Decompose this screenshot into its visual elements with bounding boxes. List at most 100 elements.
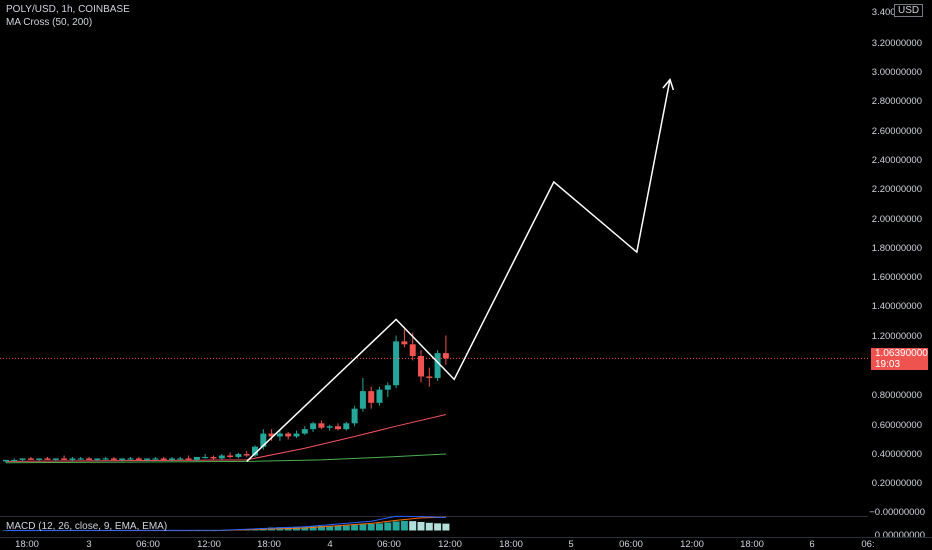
macd-pane xyxy=(0,515,868,532)
symbol-legend[interactable]: POLY/USD, 1h, COINBASE xyxy=(6,4,130,15)
time-tick-label: 12:00 xyxy=(197,539,221,550)
candle-body xyxy=(210,456,217,459)
arrow-head xyxy=(662,77,675,91)
price-tick-label: 0.60000000 xyxy=(872,420,922,431)
macd-histogram-bar xyxy=(326,525,334,531)
macd-histogram-bar xyxy=(309,526,317,531)
price-tick-label: 3.00000000 xyxy=(872,67,922,78)
candle-body xyxy=(227,455,234,457)
candle-body xyxy=(418,356,424,377)
candle-body xyxy=(102,458,109,460)
time-tick-label: 18:00 xyxy=(740,539,764,550)
candle-body xyxy=(426,376,433,378)
macd-histogram-bar xyxy=(425,522,433,531)
candle-body xyxy=(235,454,242,457)
candle-body xyxy=(94,458,101,460)
macd-tick-label: −0.00000000 xyxy=(869,507,925,518)
macd-histogram-bar xyxy=(351,525,359,531)
macd-histogram-bar xyxy=(442,523,450,531)
price-tick-label: 1.20000000 xyxy=(872,331,922,342)
time-tick-label: 18:00 xyxy=(257,539,281,550)
macd-histogram-bar xyxy=(367,523,375,531)
candle-body xyxy=(318,423,325,428)
time-tick-label: 6 xyxy=(809,539,814,550)
candle-body xyxy=(36,458,43,460)
price-tick-label: 3.20000000 xyxy=(872,38,922,49)
time-tick-label: 06: xyxy=(861,539,874,550)
macd-histogram-bar xyxy=(342,525,350,531)
candle-body xyxy=(268,433,275,437)
macd-histogram-bar xyxy=(392,521,400,531)
candle-body xyxy=(69,458,76,460)
candle-body xyxy=(368,391,375,403)
price-tick-label: 2.00000000 xyxy=(872,214,922,225)
candle-body xyxy=(160,458,167,460)
price-tick-label: 0.80000000 xyxy=(872,390,922,401)
price-tick-label: 0.40000000 xyxy=(872,449,922,460)
price-tick-label: 2.60000000 xyxy=(872,126,922,137)
candle-body xyxy=(177,458,184,460)
candle-body xyxy=(409,344,416,357)
candle-body xyxy=(11,459,18,462)
price-tick-label: 2.80000000 xyxy=(872,96,922,107)
candle-body xyxy=(152,458,159,460)
time-tick-label: 5 xyxy=(568,539,573,550)
time-tick-label: 18:00 xyxy=(499,539,523,550)
macd-histogram-bar xyxy=(301,526,309,531)
candle-body xyxy=(169,458,175,460)
macd-line xyxy=(5,515,446,531)
candle-body xyxy=(119,458,126,460)
time-tick-label: 3 xyxy=(86,539,91,550)
projection-path xyxy=(246,79,671,462)
time-axis: 18:00 3 06:00 12:00 18:00 4 06:00 12:00 18:00 5 06… xyxy=(0,537,932,550)
candle-body xyxy=(351,408,358,424)
macd-histogram-bar xyxy=(317,525,325,531)
countdown-label: 19:03 xyxy=(875,359,901,370)
price-tick-label: 0.20000000 xyxy=(872,478,922,489)
ma-cross-legend[interactable]: MA Cross (50, 200) xyxy=(6,17,93,28)
candle-body xyxy=(252,446,258,456)
candle-body xyxy=(185,458,192,460)
price-tick-label: 1.40000000 xyxy=(872,301,922,312)
candle-body xyxy=(19,458,26,460)
moving-average-lines xyxy=(5,414,447,464)
candle-body xyxy=(77,458,84,460)
time-tick-label: 06:00 xyxy=(377,539,401,550)
macd-legend[interactable]: MACD (12, 26, close, 9, EMA, EMA) xyxy=(6,521,168,532)
macd-histogram-bar xyxy=(400,520,408,531)
candle-body xyxy=(144,458,151,460)
candle-body xyxy=(193,456,200,460)
ma-200-line xyxy=(5,453,446,464)
time-tick-label: 06:00 xyxy=(619,539,643,550)
candle-body xyxy=(218,455,225,459)
candle-body xyxy=(61,458,68,460)
candle-body xyxy=(442,353,449,359)
macd-tick-label: 0.00000000 xyxy=(875,530,925,541)
time-tick-label: 12:00 xyxy=(680,539,704,550)
price-tick-label: 2.40000000 xyxy=(872,155,922,166)
candle-body xyxy=(3,459,9,462)
macd-histogram-bar xyxy=(2,530,10,532)
time-tick-label: 06:00 xyxy=(136,539,160,550)
macd-histogram-bar xyxy=(384,522,392,531)
candle-body xyxy=(243,454,250,456)
candle-body xyxy=(335,426,341,430)
price-tick-label: 1.60000000 xyxy=(872,272,922,283)
currency-badge[interactable]: USD xyxy=(894,4,924,17)
candle-body xyxy=(343,423,350,430)
candle-body xyxy=(359,391,366,409)
macd-histogram-bar xyxy=(359,524,367,531)
candle-body xyxy=(285,433,292,437)
time-tick-label: 18:00 xyxy=(15,539,39,550)
candle-body xyxy=(301,429,308,434)
candle-body xyxy=(86,458,92,460)
candle-body xyxy=(110,458,117,460)
macd-histogram-bar xyxy=(334,525,342,531)
candle-body xyxy=(393,341,400,386)
time-tick-label: 12:00 xyxy=(438,539,462,550)
candle-body xyxy=(260,433,267,447)
candle-body xyxy=(276,433,283,437)
candle-body xyxy=(52,458,59,460)
price-axis: 3.400000003.200000003.000000002.80000000… xyxy=(869,7,925,541)
